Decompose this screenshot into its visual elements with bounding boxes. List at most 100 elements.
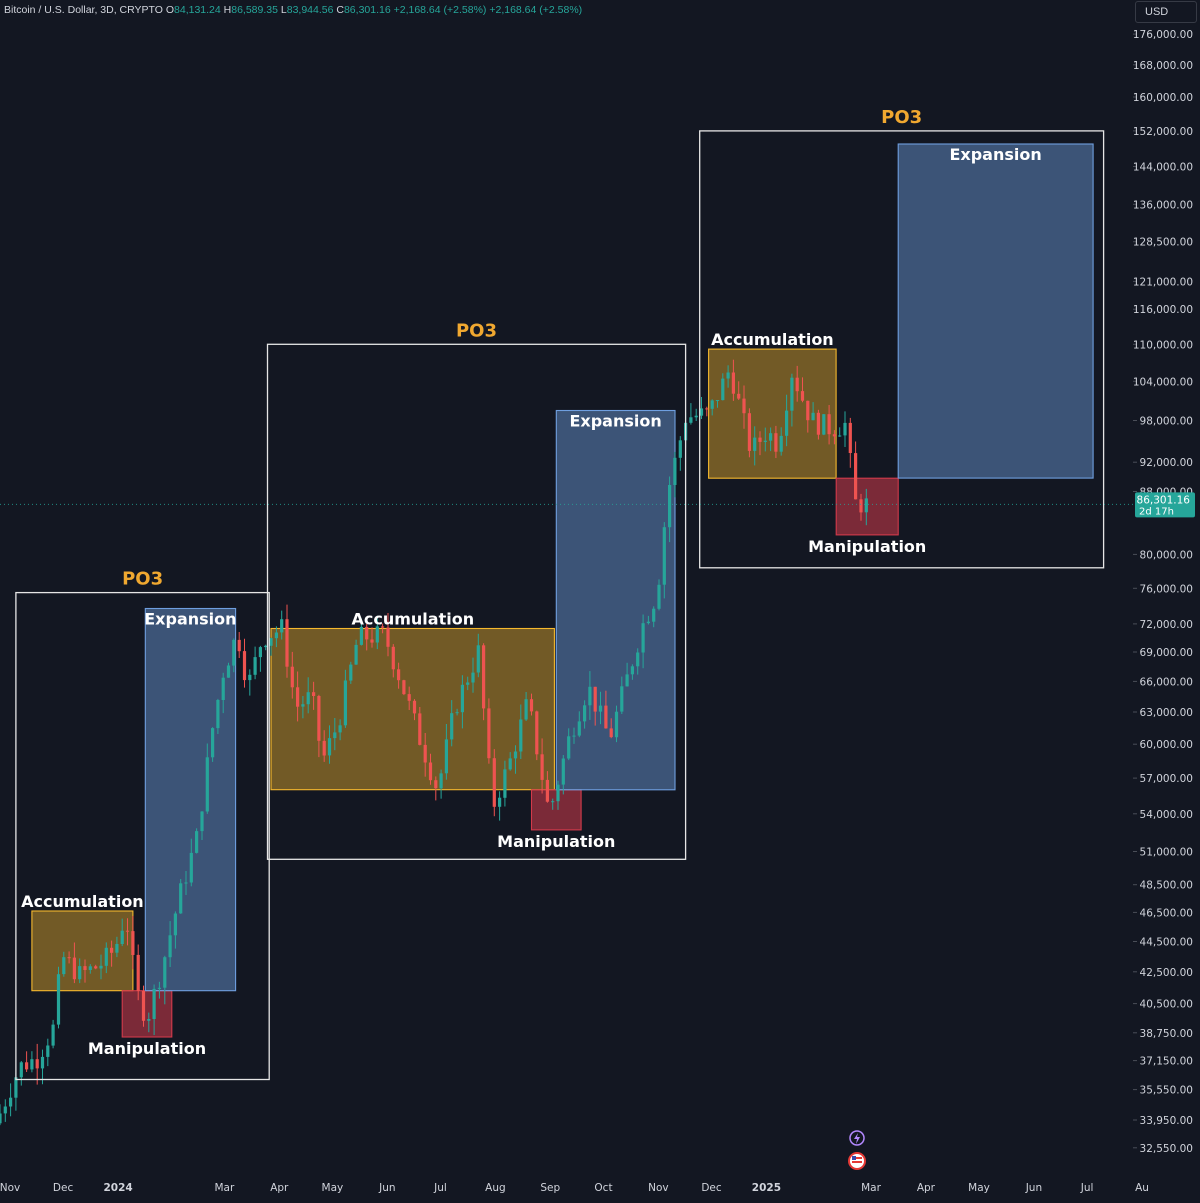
time-tick-label: Jul bbox=[1080, 1182, 1094, 1194]
candle-body bbox=[375, 626, 379, 643]
expansion-label-7: Expansion bbox=[569, 412, 661, 431]
candle-body bbox=[407, 694, 411, 701]
time-tick-label: Jul bbox=[433, 1182, 447, 1194]
candle-body bbox=[200, 811, 204, 832]
candle-body bbox=[78, 966, 82, 980]
frame-box-8 bbox=[699, 130, 1105, 569]
price-tick-label: 32,550.00 bbox=[1140, 1143, 1193, 1155]
candle-body bbox=[572, 735, 576, 737]
time-tick-label: Jun bbox=[378, 1182, 395, 1194]
candle-body bbox=[529, 699, 534, 712]
price-tick-label: 121,000.00 bbox=[1133, 276, 1193, 288]
candle-body bbox=[742, 398, 746, 414]
candle-body bbox=[434, 780, 438, 789]
price-tick-label: 44,500.00 bbox=[1140, 937, 1193, 949]
candle-body bbox=[838, 435, 842, 437]
candle-body bbox=[56, 974, 61, 1025]
candle-body bbox=[67, 957, 71, 959]
candle-body bbox=[9, 1097, 13, 1107]
low-label: L bbox=[280, 4, 287, 16]
close-label: C bbox=[336, 4, 344, 16]
candle-body bbox=[657, 584, 661, 609]
candle-body bbox=[290, 666, 294, 688]
candle-body bbox=[694, 415, 698, 418]
candle-body bbox=[317, 696, 321, 741]
candle-body bbox=[402, 680, 406, 695]
last-price-tag bbox=[1135, 492, 1195, 518]
candle-body bbox=[359, 626, 363, 645]
candle-body bbox=[466, 682, 470, 685]
change-value-2: +2,168.64 (+2.58%) bbox=[489, 4, 583, 16]
time-tick-label: Dec bbox=[53, 1182, 74, 1194]
candle-body bbox=[205, 757, 209, 812]
candle-body bbox=[577, 721, 581, 736]
candle-body bbox=[349, 664, 353, 681]
candle-body bbox=[253, 657, 257, 675]
candle-body bbox=[136, 954, 140, 991]
candle-body bbox=[816, 412, 820, 435]
candle-body bbox=[689, 417, 693, 423]
time-tick-label: Apr bbox=[270, 1182, 289, 1194]
time-tick-label: Aug bbox=[485, 1182, 506, 1194]
price-tick-label: 168,000.00 bbox=[1133, 60, 1193, 72]
candle-body bbox=[487, 708, 491, 759]
candle-body bbox=[338, 725, 342, 733]
price-tick-label: 152,000.00 bbox=[1133, 126, 1193, 138]
candle-body bbox=[652, 608, 656, 622]
candle-body bbox=[678, 440, 682, 458]
candle-body bbox=[365, 626, 369, 640]
candle-body bbox=[14, 1077, 18, 1098]
candle-body bbox=[327, 738, 332, 756]
open-label: O bbox=[165, 4, 175, 16]
candle-body bbox=[519, 719, 523, 752]
frame-label-8: PO3 bbox=[881, 107, 922, 128]
price-tick-label: 60,000.00 bbox=[1140, 739, 1193, 751]
candle-body bbox=[598, 705, 603, 712]
price-tick-label: 176,000.00 bbox=[1133, 29, 1193, 41]
price-tick-label: 46,500.00 bbox=[1140, 907, 1193, 919]
candle-body bbox=[444, 739, 448, 774]
candle-body bbox=[242, 651, 247, 681]
candle-body bbox=[769, 433, 773, 441]
candle-body bbox=[248, 674, 252, 681]
candle-body bbox=[785, 410, 789, 436]
time-tick-label: Dec bbox=[701, 1182, 722, 1194]
candle-body bbox=[439, 773, 443, 789]
price-tick-label: 54,000.00 bbox=[1140, 809, 1193, 821]
candle-body bbox=[354, 644, 358, 665]
candle-body bbox=[567, 736, 571, 759]
price-tick-label: 160,000.00 bbox=[1133, 92, 1193, 104]
candle-body bbox=[498, 797, 502, 807]
time-tick-label: 2025 bbox=[752, 1182, 781, 1194]
candle-body bbox=[859, 499, 863, 513]
candle-body bbox=[641, 623, 645, 653]
time-tick-label: Oct bbox=[594, 1182, 612, 1194]
time-tick-label: Mar bbox=[214, 1182, 234, 1194]
candle-body bbox=[3, 1106, 7, 1114]
last-price-label: 86,301.16 bbox=[1137, 494, 1191, 506]
candle-body bbox=[131, 931, 135, 955]
time-tick-label: Nov bbox=[648, 1182, 669, 1194]
candle-body bbox=[370, 639, 374, 643]
manipulation-box-2 bbox=[121, 990, 173, 1038]
candle-body bbox=[62, 957, 66, 975]
candle-body bbox=[726, 372, 730, 379]
candle-body bbox=[854, 453, 858, 500]
candle-body bbox=[381, 626, 385, 628]
candle-body bbox=[285, 619, 289, 667]
candle-body bbox=[40, 1056, 45, 1069]
candle-body bbox=[120, 930, 124, 944]
symbol-name[interactable]: Bitcoin / U.S. Dollar, 3D, CRYPTO bbox=[4, 4, 163, 16]
price-tick-label: 37,150.00 bbox=[1140, 1056, 1193, 1068]
currency-selector[interactable]: USD bbox=[1135, 1, 1197, 23]
candle-body bbox=[110, 947, 114, 953]
price-tick-label: 110,000.00 bbox=[1133, 339, 1193, 351]
candle-body bbox=[264, 645, 268, 648]
price-tick-label: 63,000.00 bbox=[1140, 707, 1193, 719]
candle-body bbox=[343, 680, 347, 726]
time-tick-label: Sep bbox=[540, 1182, 560, 1194]
price-tick-label: 33,950.00 bbox=[1140, 1115, 1193, 1127]
accumulation-box-9 bbox=[708, 348, 837, 479]
